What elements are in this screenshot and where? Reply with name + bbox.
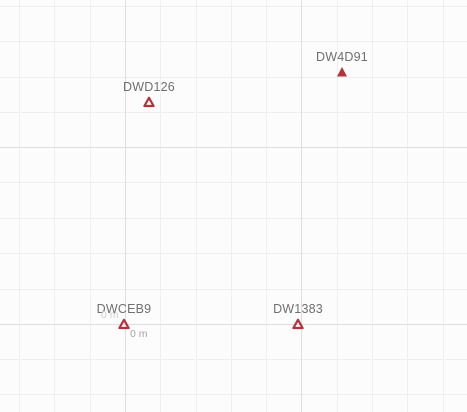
scale-label: 0 m — [101, 309, 119, 321]
marker-label: DWD126 — [123, 80, 175, 94]
marker-label: DWCEB9 — [96, 302, 152, 316]
triangle-filled-icon — [337, 67, 347, 77]
triangle-outline-icon — [143, 96, 155, 108]
scale-label: 0 m — [130, 328, 148, 340]
marker-label: DW1383 — [273, 302, 323, 316]
triangle-outline-icon — [292, 318, 304, 330]
marker-label: DW4D91 — [316, 50, 368, 64]
triangle-outline-icon — [118, 318, 130, 330]
